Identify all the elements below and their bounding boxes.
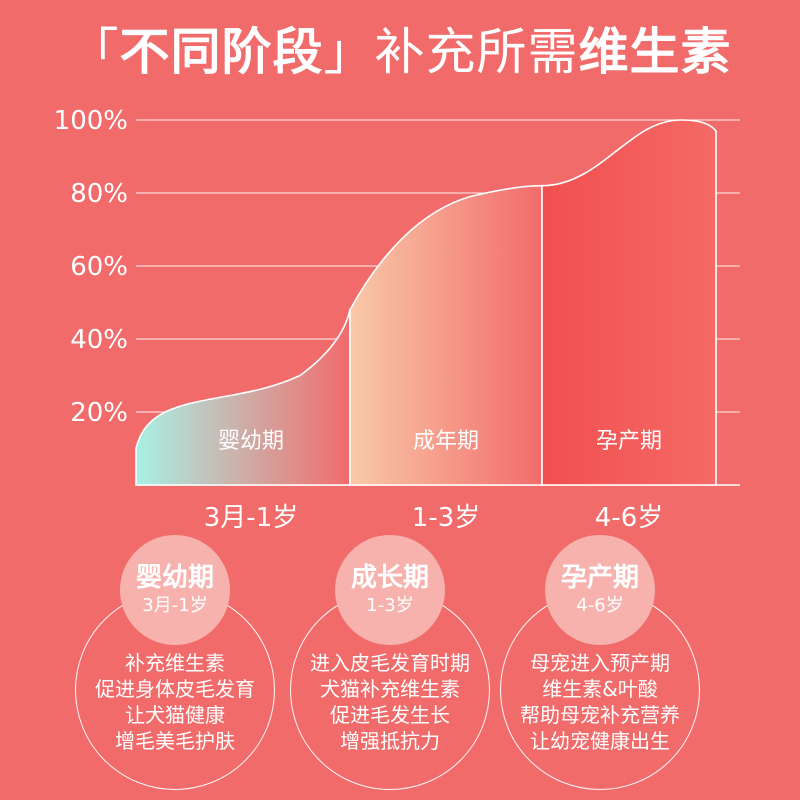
title-open-bracket: 「 (68, 23, 120, 81)
title-close-bracket: 」 (323, 23, 375, 81)
card-line: 增毛美毛护肤 (115, 729, 235, 753)
card-line: 促进毛发生长 (330, 703, 450, 727)
stage-label: 孕产期 (596, 429, 662, 454)
y-tick-label: 20% (70, 398, 128, 428)
age-label: 4-6岁 (595, 503, 663, 533)
title-part3: 维生素 (578, 23, 732, 81)
card-line: 让幼宠健康出生 (530, 729, 670, 753)
card-badge: 婴幼期 3月-1岁 (120, 535, 230, 645)
card-badge: 孕产期 4-6岁 (545, 535, 655, 645)
card-stage-age: 1-3岁 (366, 595, 414, 616)
age-label: 3月-1岁 (204, 503, 298, 533)
card-description: 母宠进入预产期 维生素&叶酸 帮助母宠补充营养 让幼宠健康出生 (505, 650, 695, 754)
card-line: 母宠进入预产期 (530, 651, 670, 675)
stage-card: 孕产期 4-6岁 母宠进入预产期 维生素&叶酸 帮助母宠补充营养 让幼宠健康出生 (500, 535, 700, 800)
stage-area-3 (541, 119, 717, 486)
card-line: 进入皮毛发育时期 (310, 651, 470, 675)
card-description: 进入皮毛发育时期 犬猫补充维生素 促进毛发生长 增强抵抗力 (295, 650, 485, 754)
stage-card: 婴幼期 3月-1岁 补充维生素 促进身体皮毛发育 让犬猫健康 增毛美毛护肤 (75, 535, 275, 800)
card-stage-age: 3月-1岁 (142, 595, 208, 616)
age-label: 1-3岁 (412, 503, 480, 533)
card-stage-name: 孕产期 (560, 563, 639, 593)
stage-label: 婴幼期 (218, 429, 284, 454)
card-description: 补充维生素 促进身体皮毛发育 让犬猫健康 增毛美毛护肤 (80, 650, 270, 754)
title-part1: 不同阶段 (119, 23, 324, 81)
card-line: 维生素&叶酸 (542, 677, 658, 701)
card-line: 犬猫补充维生素 (320, 677, 460, 701)
stage-card: 成长期 1-3岁 进入皮毛发育时期 犬猫补充维生素 促进毛发生长 增强抵抗力 (290, 535, 490, 800)
card-line: 增强抵抗力 (340, 729, 440, 753)
y-tick-label: 40% (70, 325, 128, 355)
card-line: 帮助母宠补充营养 (520, 703, 680, 727)
card-stage-name: 婴幼期 (135, 563, 214, 593)
card-line: 补充维生素 (125, 651, 225, 675)
page-title: 「 不同阶段 」 补充所需 维生素 (0, 8, 800, 88)
stage-area-1 (135, 309, 351, 486)
y-tick-label: 100% (54, 106, 128, 136)
title-part2: 补充所需 (374, 23, 579, 81)
stage-area-2 (349, 184, 543, 486)
card-line: 促进身体皮毛发育 (95, 677, 255, 701)
y-tick-label: 80% (70, 179, 128, 209)
card-line: 让犬猫健康 (125, 703, 225, 727)
stage-label: 成年期 (413, 429, 479, 454)
card-badge: 成长期 1-3岁 (335, 535, 445, 645)
stage-chart: 20% 40% 60% 80% 100% 婴幼期 3月-1岁 成年期 1-3岁 孕产期 4-6岁 (54, 106, 740, 533)
y-tick-label: 60% (70, 252, 128, 282)
card-stage-age: 4-6岁 (576, 595, 624, 616)
card-stage-name: 成长期 (350, 563, 429, 593)
